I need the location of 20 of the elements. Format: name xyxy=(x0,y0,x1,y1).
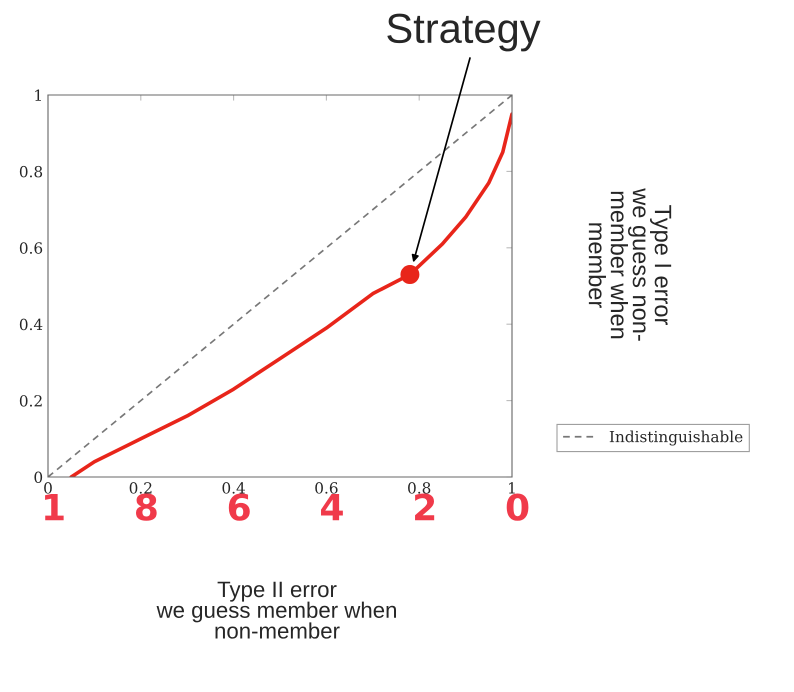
x-tick-label: 1 xyxy=(509,482,515,494)
y-tick-label: 1 xyxy=(35,89,41,101)
x-tick-label: 0.8 xyxy=(408,482,430,494)
text: 4 xyxy=(321,494,343,520)
legend-label: Indistinguishable xyxy=(610,430,742,446)
x-tick-label: 0.6 xyxy=(315,482,338,494)
x-tick-label: 0 xyxy=(44,482,52,494)
x-axis-title: Type II error we guess member when non-member xyxy=(156,582,396,639)
y-tick-label: 0.4 xyxy=(20,318,42,330)
y-tick-label: 0.2 xyxy=(20,395,42,407)
y-tick-label: 0 xyxy=(34,471,42,484)
text: Strategy xyxy=(387,14,541,52)
y-tick-label: 0.6 xyxy=(20,242,42,254)
text: 6 xyxy=(228,494,250,521)
x-tick-label: 0.4 xyxy=(222,482,245,494)
y-tick-label: 0.8 xyxy=(20,166,42,178)
text: 2 xyxy=(415,493,434,520)
y-axis-title: Type I error we guess non- member when member xyxy=(588,188,672,341)
text: 8 xyxy=(136,493,157,521)
x-tick-label: 0.2 xyxy=(130,482,152,494)
